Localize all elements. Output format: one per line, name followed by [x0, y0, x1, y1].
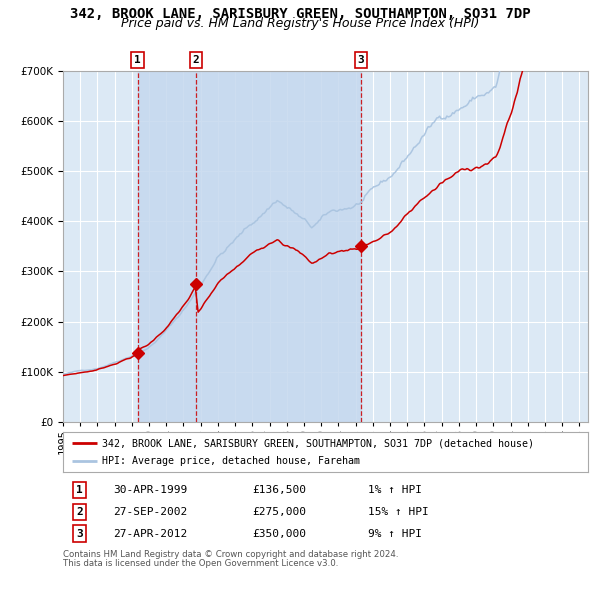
Text: 1: 1 — [134, 55, 141, 65]
Text: 27-APR-2012: 27-APR-2012 — [113, 529, 187, 539]
Text: 1% ↑ HPI: 1% ↑ HPI — [367, 485, 421, 495]
Text: 342, BROOK LANE, SARISBURY GREEN, SOUTHAMPTON, SO31 7DP (detached house): 342, BROOK LANE, SARISBURY GREEN, SOUTHA… — [103, 438, 535, 448]
Text: 2: 2 — [76, 507, 83, 517]
Text: HPI: Average price, detached house, Fareham: HPI: Average price, detached house, Fare… — [103, 455, 361, 466]
Text: 27-SEP-2002: 27-SEP-2002 — [113, 507, 187, 517]
Text: 2: 2 — [193, 55, 200, 65]
Text: £350,000: £350,000 — [252, 529, 306, 539]
Bar — [196, 71, 361, 422]
Text: 15% ↑ HPI: 15% ↑ HPI — [367, 507, 428, 517]
Text: £275,000: £275,000 — [252, 507, 306, 517]
Text: 30-APR-1999: 30-APR-1999 — [113, 485, 187, 495]
Text: 1: 1 — [76, 485, 83, 495]
Text: This data is licensed under the Open Government Licence v3.0.: This data is licensed under the Open Gov… — [63, 559, 338, 568]
Text: Contains HM Land Registry data © Crown copyright and database right 2024.: Contains HM Land Registry data © Crown c… — [63, 550, 398, 559]
Text: 9% ↑ HPI: 9% ↑ HPI — [367, 529, 421, 539]
Text: £136,500: £136,500 — [252, 485, 306, 495]
Text: 3: 3 — [76, 529, 83, 539]
Text: Price paid vs. HM Land Registry's House Price Index (HPI): Price paid vs. HM Land Registry's House … — [121, 17, 479, 30]
Bar — [137, 71, 196, 422]
Text: 3: 3 — [358, 55, 365, 65]
Text: 342, BROOK LANE, SARISBURY GREEN, SOUTHAMPTON, SO31 7DP: 342, BROOK LANE, SARISBURY GREEN, SOUTHA… — [70, 7, 530, 21]
